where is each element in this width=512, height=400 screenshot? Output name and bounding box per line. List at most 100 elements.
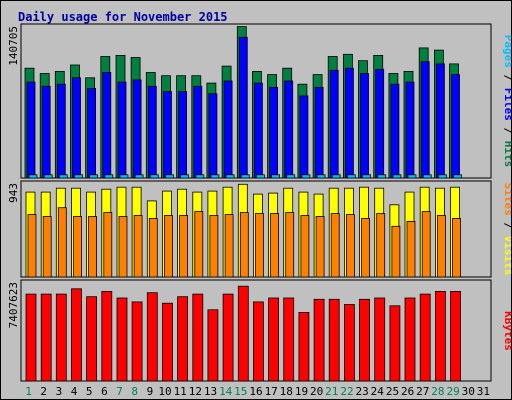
- x-tick-label-14: 14: [219, 385, 233, 398]
- chart-title: Daily usage for November 2015: [18, 10, 228, 24]
- bar-files-day-12: [193, 85, 203, 179]
- x-tick-label-10: 10: [158, 385, 171, 398]
- bar-sites-day-1: [27, 214, 37, 278]
- bar-files-day-18: [284, 80, 294, 179]
- bar-kbytes-day-13: [207, 309, 219, 382]
- bar-pages-day-2: [43, 174, 53, 179]
- bar-sites-day-8: [133, 215, 143, 278]
- legend-kbytes: KBytes: [502, 311, 511, 351]
- bar-files-day-6: [102, 72, 112, 179]
- bar-pages-day-23: [362, 174, 371, 179]
- x-tick-label-17: 17: [265, 385, 278, 398]
- bar-sites-day-24: [376, 213, 386, 278]
- bar-pages-day-12: [195, 174, 205, 179]
- bar-sites-day-9: [148, 218, 158, 278]
- x-tick-label-16: 16: [249, 385, 262, 398]
- bar-kbytes-day-11: [177, 296, 189, 382]
- bar-kbytes-day-29: [450, 290, 461, 382]
- x-tick-label-13: 13: [204, 385, 217, 398]
- bar-kbytes-day-10: [162, 302, 173, 382]
- bar-kbytes-day-21: [328, 298, 340, 382]
- x-tick-label-20: 20: [310, 385, 323, 398]
- bar-kbytes-day-17: [268, 297, 280, 382]
- x-tick-label-22: 22: [340, 385, 353, 398]
- bar-files-day-5: [87, 88, 96, 179]
- x-tick-label-3: 3: [56, 385, 63, 398]
- x-tick-label-4: 4: [71, 385, 78, 398]
- bar-pages-day-8: [134, 174, 144, 179]
- bar-pages-day-15: [240, 174, 250, 179]
- bar-kbytes-day-22: [343, 304, 355, 382]
- bar-pages-day-9: [149, 174, 159, 179]
- bar-kbytes-day-15: [237, 285, 249, 382]
- bar-pages-day-20: [316, 174, 326, 179]
- bar-pages-day-26: [407, 174, 417, 179]
- bar-pages-day-7: [119, 174, 129, 179]
- bar-files-day-13: [208, 93, 218, 179]
- bar-sites-day-2: [42, 216, 52, 278]
- bar-files-day-25: [390, 83, 400, 179]
- bar-files-day-27: [420, 61, 430, 179]
- bar-pages-day-11: [180, 174, 190, 179]
- bar-pages-day-19: [301, 174, 311, 179]
- bar-kbytes-day-4: [71, 288, 82, 382]
- bar-files-day-1: [26, 81, 36, 179]
- bar-files-day-29: [451, 74, 460, 179]
- bar-files-day-23: [360, 73, 369, 179]
- bar-sites-day-19: [300, 215, 310, 278]
- legend-separator: /: [502, 121, 511, 141]
- panel-top-legend: Pages / Files / Hits: [502, 35, 511, 168]
- bar-pages-day-21: [331, 174, 341, 179]
- legend-sites: Sites: [502, 183, 511, 216]
- bar-kbytes-day-20: [313, 298, 325, 382]
- bar-files-day-16: [253, 82, 263, 179]
- legend-hits: Hits: [502, 141, 511, 168]
- x-tick-label-1: 1: [25, 385, 32, 398]
- bar-kbytes-day-18: [283, 297, 295, 382]
- bar-sites-day-15: [239, 212, 249, 278]
- bar-pages-day-28: [437, 174, 447, 179]
- bar-kbytes-day-26: [404, 297, 416, 382]
- bar-kbytes-day-19: [298, 311, 310, 382]
- bar-files-day-4: [72, 77, 81, 179]
- bar-kbytes-day-23: [359, 298, 370, 382]
- bar-kbytes-day-14: [222, 293, 234, 382]
- bar-kbytes-day-12: [192, 293, 204, 382]
- bar-kbytes-day-3: [55, 293, 67, 382]
- bar-sites-day-26: [406, 220, 416, 278]
- bar-sites-day-3: [57, 207, 67, 278]
- legend-pages: Pages: [502, 35, 511, 68]
- x-tick-label-29: 29: [446, 385, 459, 398]
- panel-bottom-legend: KBytes: [502, 311, 511, 351]
- legend-separator: /: [502, 68, 511, 88]
- bar-kbytes-day-1: [25, 293, 37, 382]
- bar-sites-day-27: [421, 211, 431, 278]
- legend-visits: Visits: [502, 236, 511, 276]
- bar-sites-day-25: [391, 225, 401, 278]
- bar-pages-day-24: [377, 174, 387, 179]
- bar-files-day-17: [269, 87, 279, 179]
- bar-sites-day-16: [254, 213, 264, 278]
- bar-pages-day-13: [210, 174, 220, 179]
- panel-middle-legend: Sites / Visits: [502, 183, 511, 276]
- bar-pages-day-10: [165, 174, 174, 179]
- x-tick-label-25: 25: [386, 385, 399, 398]
- bar-kbytes-day-8: [131, 301, 143, 382]
- bar-files-day-19: [299, 95, 309, 179]
- bar-files-day-2: [41, 85, 51, 179]
- bar-sites-day-22: [345, 214, 355, 278]
- x-tick-label-5: 5: [86, 385, 93, 398]
- bar-sites-day-12: [194, 211, 204, 278]
- bar-files-day-3: [56, 83, 66, 179]
- x-tick-label-6: 6: [101, 385, 108, 398]
- x-tick-label-12: 12: [189, 385, 202, 398]
- bar-pages-day-1: [28, 174, 38, 179]
- legend-files: Files: [502, 88, 511, 121]
- bar-sites-day-23: [361, 218, 370, 278]
- bar-sites-day-17: [270, 213, 280, 278]
- bar-pages-day-5: [89, 174, 98, 179]
- bar-files-day-20: [314, 87, 324, 179]
